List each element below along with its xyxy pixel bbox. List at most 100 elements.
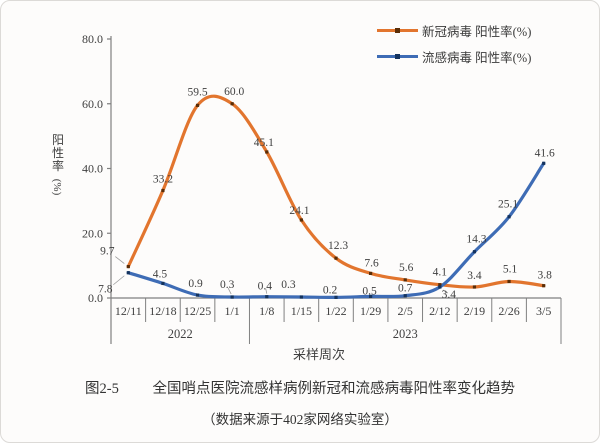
data-point-marker xyxy=(403,294,407,298)
y-axis-title-char: 阳 xyxy=(52,133,64,147)
year-group-label: 2022 xyxy=(168,327,193,341)
data-point-marker xyxy=(230,295,234,299)
category-label: 1/22 xyxy=(325,304,346,318)
data-point-marker xyxy=(161,188,165,193)
data-label: 60.0 xyxy=(224,86,244,98)
axes: 0.0 20.0 40.0 60.0 80.0 12/11 12/18 12/25 1/1 1/8… xyxy=(82,32,562,344)
covid-marker-icon xyxy=(395,27,400,33)
y-axis-title-char: 性 xyxy=(52,146,64,160)
flu-markers xyxy=(126,161,546,299)
legend-label-flu: 流感病毒 阳性率(%) xyxy=(422,50,532,65)
data-label: 25.1 xyxy=(498,199,518,211)
data-label: 3.4 xyxy=(442,289,457,301)
category-label: 12/25 xyxy=(184,304,211,318)
data-point-marker xyxy=(334,256,338,260)
data-point-marker xyxy=(403,278,407,282)
data-label: 59.5 xyxy=(187,86,207,98)
leader-line xyxy=(265,288,268,294)
data-point-marker xyxy=(161,281,165,286)
flu-marker-icon xyxy=(395,53,400,59)
covid-markers xyxy=(126,102,546,289)
data-label: 41.6 xyxy=(535,147,555,159)
category-label: 1/1 xyxy=(224,304,239,318)
data-label: 0.9 xyxy=(188,278,203,290)
data-label: 4.5 xyxy=(153,268,168,280)
data-label: 0.3 xyxy=(220,279,235,291)
category-label: 3/5 xyxy=(536,304,551,318)
figure-title: 全国哨点医院流感样病例新冠和流感病毒阳性率变化趋势 xyxy=(152,381,515,397)
data-label: 0.5 xyxy=(362,285,377,297)
y-tick-label: 60.0 xyxy=(82,97,103,111)
category-label: 1/29 xyxy=(360,304,381,318)
data-point-marker xyxy=(369,271,373,275)
data-label: 3.4 xyxy=(467,270,482,282)
data-point-marker xyxy=(299,218,303,222)
leader-line xyxy=(442,289,449,294)
covid-line-swatch xyxy=(377,27,418,33)
leader-line xyxy=(115,256,125,264)
x-axis-title-text: 采样周次 xyxy=(293,347,345,362)
figure-number: 图2-5 xyxy=(85,381,119,397)
data-point-marker xyxy=(542,161,546,165)
legend-label-covid: 新冠病毒 阳性率(%) xyxy=(422,24,532,39)
y-tick-label: 20.0 xyxy=(82,226,103,240)
data-point-marker xyxy=(334,295,338,299)
x-axis-title: 采样周次 xyxy=(293,347,345,362)
data-point-marker xyxy=(195,293,200,297)
flu-data-labels: 7.8 4.5 0.9 0.3 0.4 0.3 0.2 0.5 0.7 3.4 14.3 25.1 41… xyxy=(98,147,555,301)
flu-line-swatch xyxy=(377,53,418,59)
y-tick-label: 40.0 xyxy=(82,162,103,176)
data-label: 5.6 xyxy=(399,262,414,274)
category-label: 1/8 xyxy=(259,304,274,318)
y-tick-label: 80.0 xyxy=(82,32,103,46)
legend-item-covid: 新冠病毒 阳性率(%) xyxy=(377,21,531,39)
data-label: 12.3 xyxy=(328,240,348,252)
data-label: 33.2 xyxy=(153,174,173,186)
chart-legend: 新冠病毒 阳性率(%) 流感病毒 阳性率(%) xyxy=(377,21,531,73)
data-point-marker xyxy=(265,150,269,154)
category-label: 12/11 xyxy=(115,304,142,318)
category-label: 2/12 xyxy=(429,304,450,318)
y-axis-title-unit: (%) xyxy=(51,179,63,196)
data-label: 0.3 xyxy=(281,279,296,291)
category-label: 2/26 xyxy=(498,304,519,318)
category-label: 2/19 xyxy=(464,304,485,318)
data-point-marker xyxy=(507,215,511,219)
data-source-note: （数据来源于402家网络实验室） xyxy=(202,412,398,427)
y-tick-label: 0.0 xyxy=(88,291,103,305)
covid-data-labels: 9.7 33.2 59.5 60.0 45.1 24.1 12.3 7.6 5.6 4.1 3.4 5… xyxy=(100,86,552,282)
data-point-marker xyxy=(299,295,303,299)
category-label: 12/18 xyxy=(149,304,176,318)
data-point-marker xyxy=(369,294,373,298)
category-label: 1/15 xyxy=(291,304,312,318)
data-label: 3.8 xyxy=(538,270,553,282)
leader-line xyxy=(227,287,232,295)
data-label: 5.1 xyxy=(503,263,518,275)
y-axis-title-char: 率 xyxy=(52,158,64,173)
legend-item-flu: 流感病毒 阳性率(%) xyxy=(377,47,531,65)
data-point-marker xyxy=(126,264,130,269)
data-point-marker xyxy=(438,285,442,289)
data-label: 0.4 xyxy=(258,281,273,293)
data-point-marker xyxy=(542,284,546,288)
data-point-marker xyxy=(126,271,130,275)
year-group-label: 2023 xyxy=(393,327,418,341)
data-label: 0.7 xyxy=(398,283,413,295)
data-point-marker xyxy=(438,283,442,287)
label-leader-lines xyxy=(113,256,449,295)
leader-line xyxy=(113,275,125,286)
data-label: 24.1 xyxy=(289,205,309,217)
data-point-marker xyxy=(195,103,200,107)
data-label: 45.1 xyxy=(254,137,274,149)
positivity-trend-chart: 0.0 20.0 40.0 60.0 80.0 12/11 12/18 12/25 1/1 1/8… xyxy=(51,32,562,362)
data-label: 14.3 xyxy=(466,234,486,246)
data-label: 9.7 xyxy=(100,246,115,258)
data-label: 7.8 xyxy=(98,284,113,296)
data-point-marker xyxy=(472,250,477,254)
y-axis-title: 阳性率 (%) xyxy=(51,133,64,196)
data-point-marker xyxy=(265,295,269,299)
data-point-marker xyxy=(507,279,511,284)
category-label: 2/5 xyxy=(398,304,413,318)
data-point-marker xyxy=(230,102,234,106)
